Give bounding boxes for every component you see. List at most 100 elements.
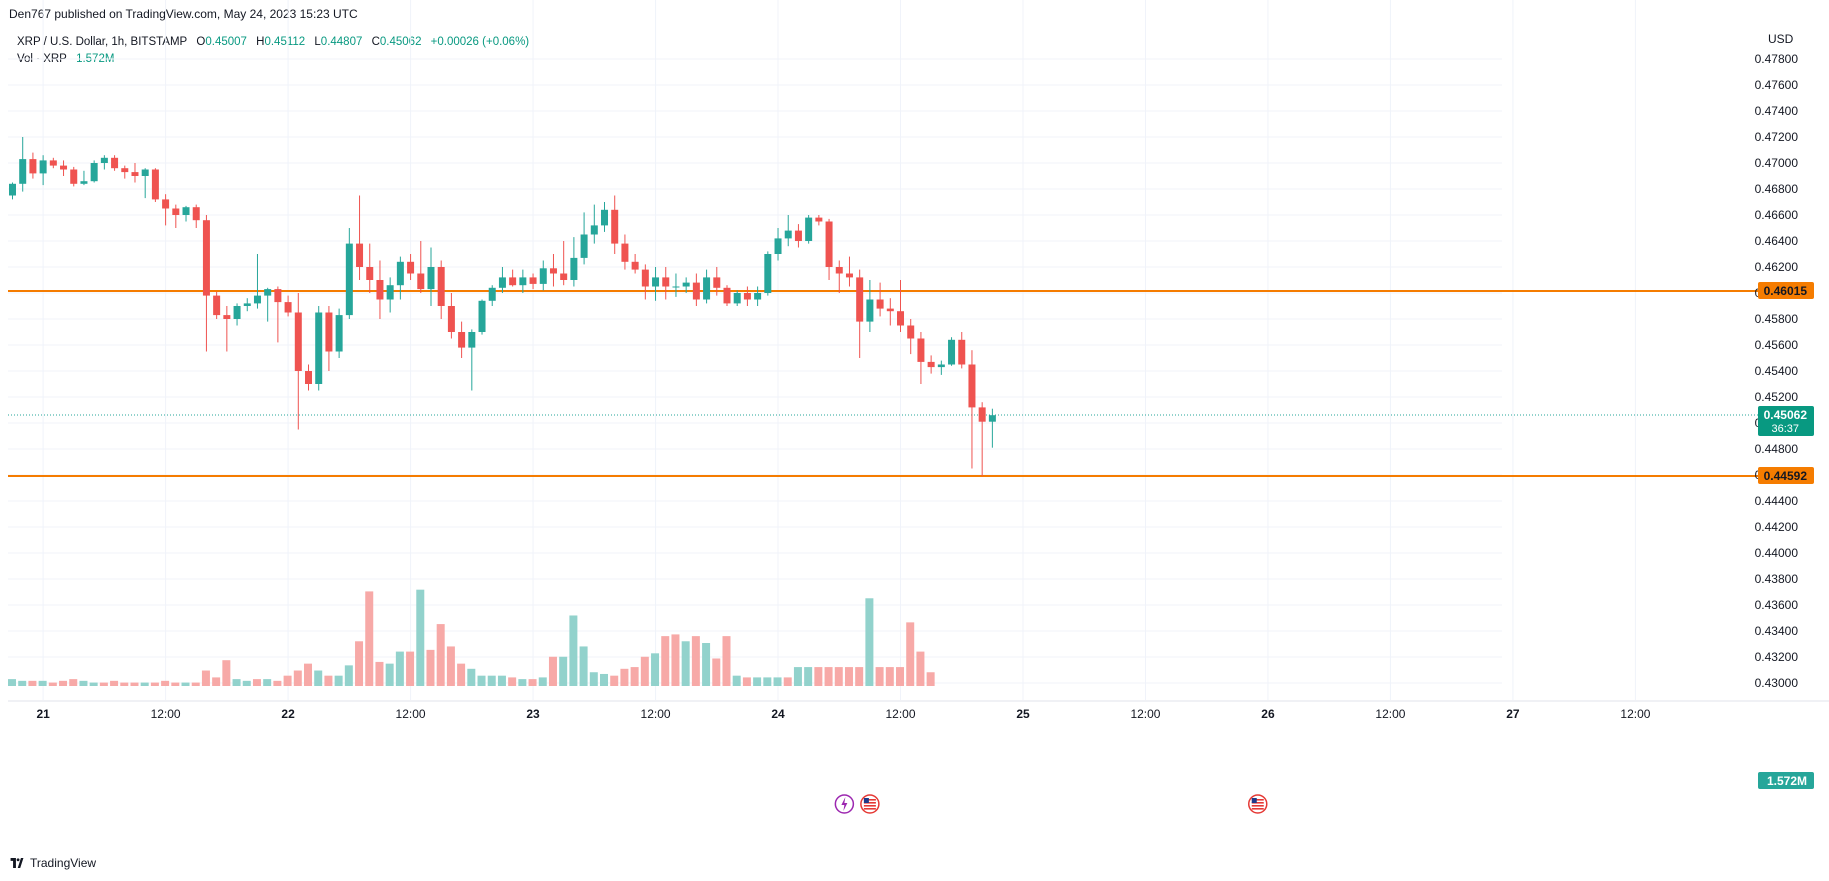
candle	[560, 241, 568, 286]
candle	[498, 267, 506, 293]
candle-body	[458, 332, 466, 348]
volume-bar	[18, 680, 27, 686]
candle-body	[856, 277, 864, 322]
candle	[131, 163, 139, 183]
candle	[570, 237, 578, 287]
candle-body	[937, 364, 945, 368]
candle-body	[754, 293, 762, 300]
price-tick-label: 0.43600	[1755, 598, 1799, 612]
volume-bar	[242, 680, 251, 686]
volume-bar	[171, 682, 180, 686]
candle-body	[427, 267, 435, 290]
volume-bar	[263, 679, 272, 686]
candle	[60, 160, 68, 176]
last-price-tag-text: 0.45062	[1764, 408, 1808, 422]
candle-body	[988, 415, 996, 422]
us-flag-event-icon[interactable]	[860, 794, 880, 814]
candle	[427, 247, 435, 306]
volume-bar	[497, 675, 506, 686]
candle	[682, 277, 690, 293]
candle-body	[417, 273, 425, 290]
lightning-event-icon[interactable]	[834, 794, 855, 814]
candle	[386, 277, 394, 313]
candle-body	[958, 339, 966, 365]
volume-bar	[150, 682, 159, 686]
candle	[243, 298, 251, 312]
time-tick-label: 12:00	[1130, 707, 1160, 721]
volume-bar	[508, 677, 517, 686]
tradingview-logo-icon	[10, 858, 24, 868]
candle-body	[662, 277, 670, 287]
volume-bar	[375, 661, 384, 686]
volume-bar	[875, 667, 884, 686]
volume-bar	[896, 667, 905, 686]
candle	[948, 337, 956, 366]
price-tick-label: 0.43800	[1755, 572, 1799, 586]
price-tick-label: 0.46400	[1755, 234, 1799, 248]
volume-bar	[487, 675, 496, 686]
price-tick-label: 0.47000	[1755, 156, 1799, 170]
last-price-tag	[1758, 405, 1814, 436]
candle	[621, 234, 629, 270]
candle	[253, 254, 261, 309]
candle	[907, 319, 915, 355]
candle	[468, 329, 476, 391]
volume-tag	[1758, 772, 1814, 789]
candle	[590, 204, 598, 244]
candle-body	[907, 325, 915, 339]
candle	[692, 273, 700, 306]
candle-body	[897, 311, 905, 326]
legend-symbol[interactable]: XRP / U.S. Dollar, 1h, BITSTAMP	[17, 36, 188, 48]
volume-bar	[844, 667, 853, 686]
volume-bar	[38, 680, 47, 686]
candle	[9, 182, 16, 200]
candle	[100, 155, 108, 170]
legend-low-value: 0.44807	[320, 36, 363, 48]
price-tick-label: 0.47200	[1755, 130, 1799, 144]
footer-brand[interactable]: TradingView	[9, 856, 96, 870]
candle-body	[590, 225, 598, 235]
candle	[784, 215, 792, 247]
candle	[876, 282, 884, 317]
legend-close-value: 0.45062	[379, 36, 422, 48]
volume-bar	[191, 682, 200, 686]
volume-bar	[620, 668, 629, 686]
volume-bar	[79, 680, 88, 686]
volume-bar	[406, 651, 415, 686]
time-axis[interactable]: 21 12:00 22 12:00 23 12:00 24 12:00 25 12:00 26 12:…	[36, 707, 1650, 721]
price-tick-label: 0.47400	[1755, 104, 1799, 118]
price-tick-label: 0.46600	[1755, 208, 1799, 222]
time-tick-label: 12:00	[885, 707, 915, 721]
price-tick-label: 0.47600	[1755, 78, 1799, 92]
volume-bar	[161, 680, 170, 686]
price-tick-label: 0.45200	[1755, 390, 1799, 404]
us-flag-event-icon[interactable]	[1248, 794, 1268, 814]
candle	[886, 298, 894, 326]
horizontal-levels[interactable]	[8, 290, 1758, 478]
volume-bar	[640, 656, 649, 686]
candle-body	[294, 312, 302, 371]
candle-body	[886, 308, 894, 312]
candle-body	[652, 277, 660, 287]
candle	[601, 202, 609, 232]
candle	[407, 254, 415, 280]
candle	[151, 168, 159, 202]
candle-body	[407, 261, 415, 274]
candle-body	[202, 220, 210, 296]
candle-body	[529, 277, 537, 284]
price-axis[interactable]: USD 0.47800 0.47600 0.47400 0.47200 0.47000 0…	[1755, 32, 1799, 690]
candle	[897, 280, 905, 332]
candle	[723, 285, 731, 306]
legend-high-label: H	[256, 36, 265, 48]
volume-bar	[691, 636, 700, 686]
volume-bar	[252, 679, 261, 686]
candle	[927, 355, 935, 374]
countdown-text: 36:37	[1771, 423, 1799, 435]
candle	[478, 299, 486, 335]
candle	[437, 260, 445, 319]
event-markers[interactable]	[834, 794, 1268, 814]
volume-bar	[140, 682, 149, 686]
candle-body	[713, 277, 721, 288]
